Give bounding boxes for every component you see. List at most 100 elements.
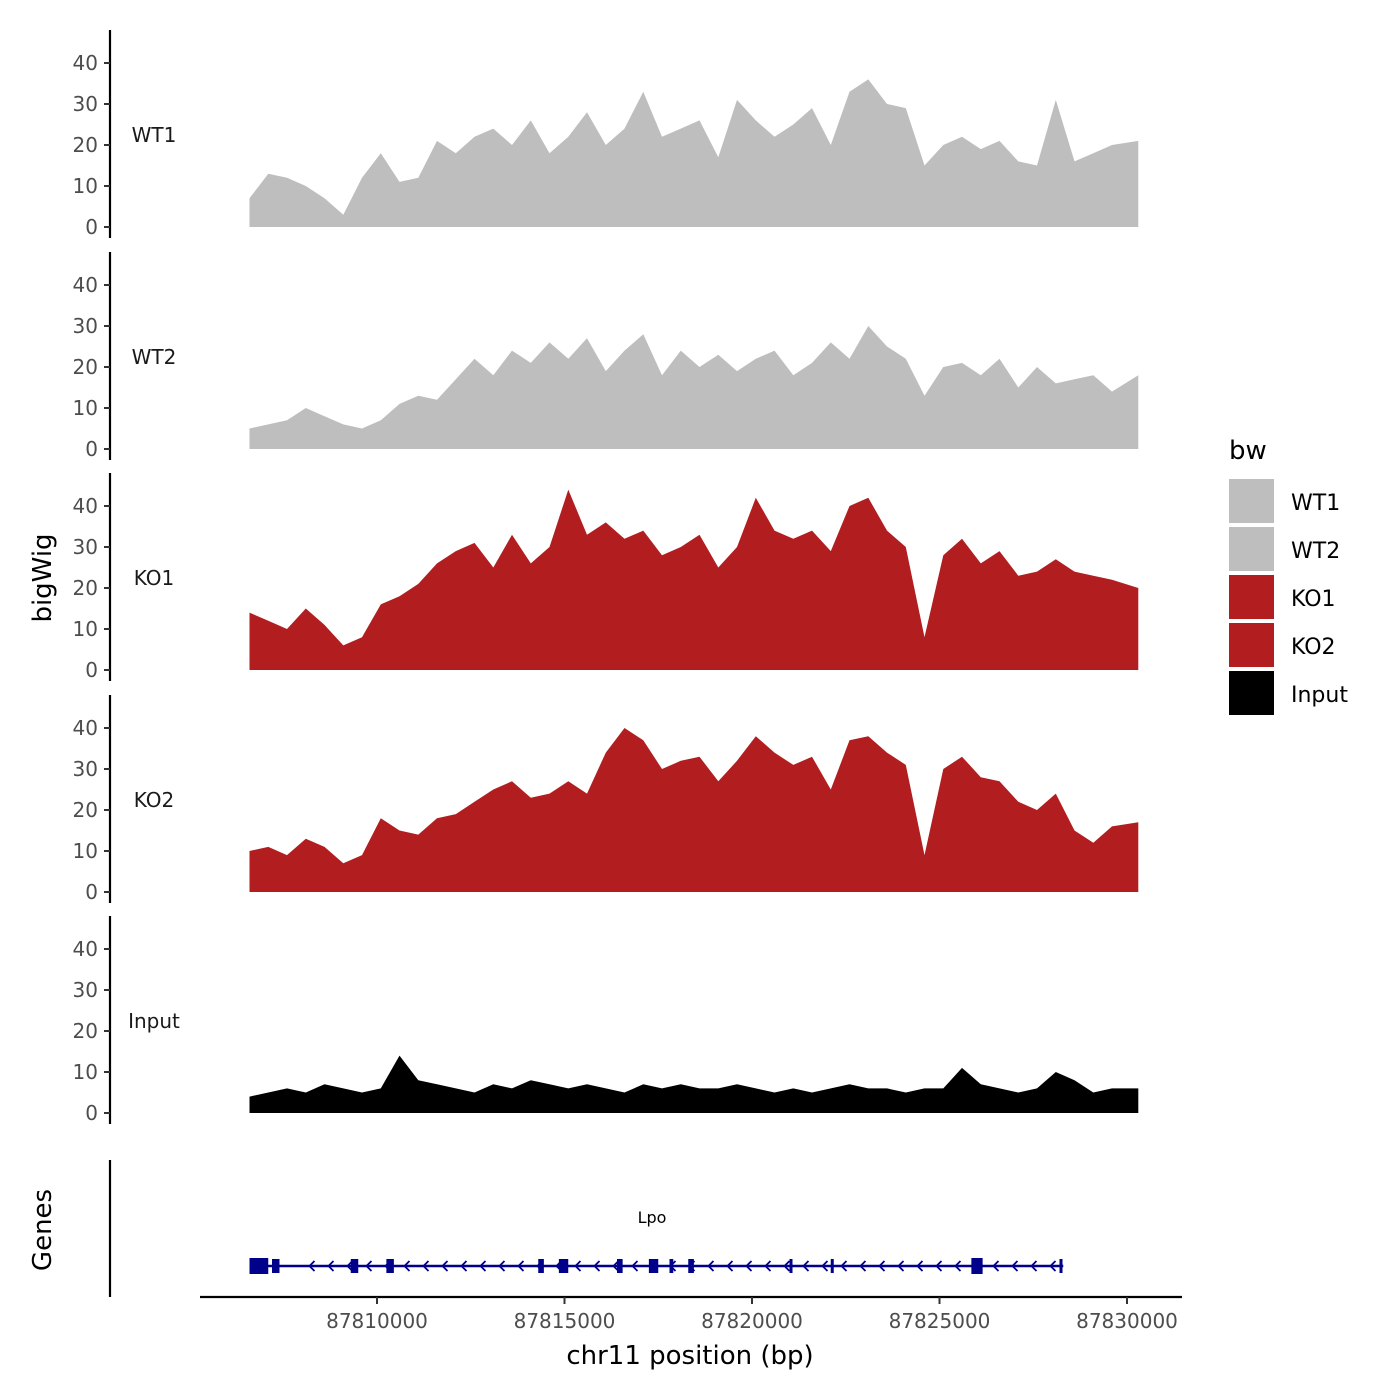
strand-arrow: [593, 1260, 601, 1272]
exon: [648, 1259, 659, 1273]
area-ko1: [249, 489, 1139, 670]
exon: [830, 1259, 834, 1273]
y-axis-title: bigWig: [28, 533, 58, 622]
y-tick-label: 10: [73, 839, 98, 863]
track-input: 0 10 20 30 40 Input: [73, 916, 1139, 1125]
area-wt1: [249, 79, 1139, 228]
track-label-ko1: KO1: [134, 566, 175, 590]
exon: [789, 1259, 793, 1273]
x-tick-label: 87830000: [1076, 1309, 1178, 1333]
exon: [1059, 1259, 1063, 1273]
strand-arrow: [992, 1260, 1000, 1272]
legend-label-ko2: KO2: [1291, 635, 1336, 660]
strand-arrow: [878, 1260, 886, 1272]
strand-arrow: [802, 1260, 810, 1272]
strand-arrow: [707, 1260, 715, 1272]
x-tick-label: 87825000: [889, 1309, 991, 1333]
legend-title: bw: [1229, 436, 1267, 466]
y-tick-label: 30: [73, 314, 98, 338]
strand-arrow: [631, 1260, 639, 1272]
exon: [971, 1258, 983, 1274]
strand-arrow: [441, 1260, 449, 1272]
y-tick-label: 0: [85, 880, 98, 904]
strand-arrow: [1030, 1260, 1038, 1272]
exon: [669, 1259, 674, 1273]
strand-arrow: [954, 1260, 962, 1272]
y-tick-label: 0: [85, 658, 98, 682]
strand-arrow: [403, 1260, 411, 1272]
y-tick-label: 40: [73, 273, 98, 297]
legend-swatch-wt2: [1229, 527, 1274, 571]
track-wt2: 0 10 20 30 40 WT2: [73, 252, 1139, 461]
track-label-ko2: KO2: [134, 788, 175, 812]
x-axis: 87810000 87815000 87820000 87825000 87830000: [200, 1295, 1182, 1333]
exon: [350, 1259, 359, 1273]
exon: [249, 1258, 269, 1274]
y-tick-label: 20: [73, 133, 98, 157]
track-ko2: 0 10 20 30 40 KO2: [73, 695, 1139, 904]
y-tick-label: 20: [73, 1019, 98, 1043]
area-wt2: [249, 326, 1139, 449]
y-tick-label: 40: [73, 937, 98, 961]
y-tick-label: 30: [73, 92, 98, 116]
strand-arrow: [783, 1260, 791, 1272]
y-tick-label: 20: [73, 576, 98, 600]
legend: bw WT1 WT2 KO1 KO2 Input: [1229, 436, 1348, 715]
strand-arrow: [365, 1260, 373, 1272]
track-label-input: Input: [128, 1009, 180, 1033]
strand-arrow: [612, 1260, 620, 1272]
strand-arrow: [327, 1260, 335, 1272]
legend-label-wt1: WT1: [1291, 491, 1340, 516]
legend-label-ko1: KO1: [1291, 587, 1336, 612]
strand-arrow: [498, 1260, 506, 1272]
strand-arrow: [859, 1260, 867, 1272]
strand-arrow: [574, 1260, 582, 1272]
legend-label-wt2: WT2: [1291, 539, 1340, 564]
strand-arrow: [308, 1260, 316, 1272]
track-ko1: 0 10 20 30 40 KO1: [73, 473, 1139, 682]
y-tick-label: 30: [73, 978, 98, 1002]
exon: [272, 1259, 280, 1273]
signal-tracks: 0 10 20 30 40 WT1 0 10 20 30 40 WT2 0 10 20 30 40 KO1 0 10 2…: [73, 30, 1139, 1125]
legend-label-input: Input: [1291, 683, 1348, 708]
exon: [617, 1259, 623, 1273]
strand-arrow: [422, 1260, 430, 1272]
strand-arrow: [479, 1260, 487, 1272]
strand-arrow: [460, 1260, 468, 1272]
x-tick-label: 87820000: [701, 1309, 803, 1333]
y-tick-label: 10: [73, 617, 98, 641]
y-tick-label: 30: [73, 535, 98, 559]
strand-arrow: [840, 1260, 848, 1272]
strand-arrow: [935, 1260, 943, 1272]
track-label-wt1: WT1: [132, 123, 177, 147]
exon: [538, 1259, 544, 1273]
y-tick-label: 40: [73, 494, 98, 518]
track-wt1: 0 10 20 30 40 WT1: [73, 30, 1139, 239]
y-tick-label: 0: [85, 1101, 98, 1125]
gene-track: Lpo: [108, 1160, 1064, 1297]
area-ko2: [249, 728, 1139, 892]
strand-arrow: [821, 1260, 829, 1272]
strand-arrow: [517, 1260, 525, 1272]
strand-arrow: [1011, 1260, 1019, 1272]
y-tick-label: 40: [73, 51, 98, 75]
strand-arrow: [745, 1260, 753, 1272]
legend-swatch-wt1: [1229, 479, 1274, 523]
genes-axis-title: Genes: [28, 1189, 58, 1271]
y-tick-label: 10: [73, 174, 98, 198]
y-tick-label: 20: [73, 798, 98, 822]
y-tick-label: 0: [85, 437, 98, 461]
legend-swatch-ko2: [1229, 623, 1274, 667]
y-tick-label: 30: [73, 757, 98, 781]
strand-arrow: [764, 1260, 772, 1272]
track-label-wt2: WT2: [132, 345, 177, 369]
exon: [386, 1259, 394, 1273]
y-tick-label: 10: [73, 1060, 98, 1084]
y-tick-label: 0: [85, 215, 98, 239]
legend-swatch-ko1: [1229, 575, 1274, 619]
area-input: [249, 1055, 1139, 1113]
y-tick-label: 10: [73, 396, 98, 420]
y-tick-label: 40: [73, 716, 98, 740]
x-axis-title: chr11 position (bp): [566, 1341, 813, 1371]
